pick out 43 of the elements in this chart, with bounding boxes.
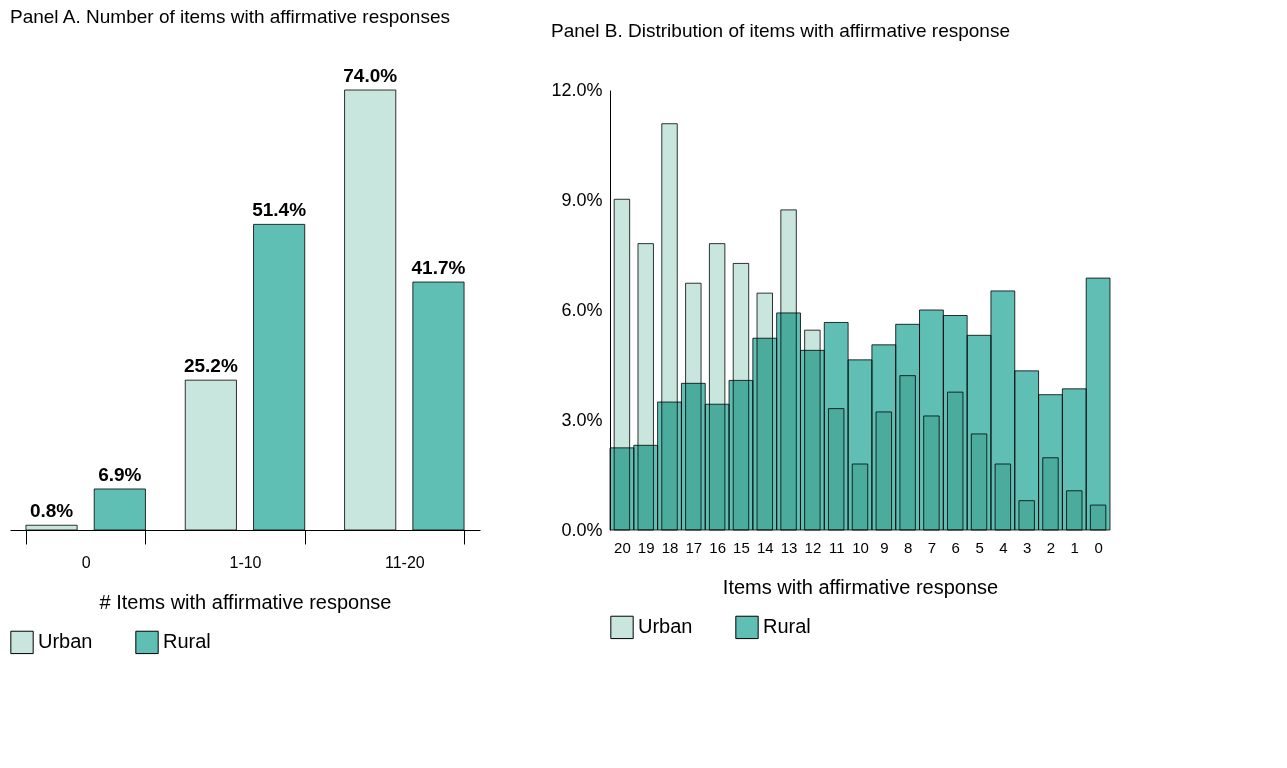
x-tick-label: 20 xyxy=(614,538,631,556)
y-tick-label: 3.0% xyxy=(561,409,603,430)
x-tick-label: 9 xyxy=(880,538,889,556)
x-tick-label: 17 xyxy=(685,538,703,556)
x-axis-title: # Items with affirmative response xyxy=(99,590,392,613)
y-tick-label: 12.0% xyxy=(551,79,603,100)
x-tick-label: 11 xyxy=(828,538,845,556)
x-tick-label: 8 xyxy=(903,538,913,556)
x-tick-label: 1 xyxy=(1070,538,1079,556)
data-label: 74.0% xyxy=(343,65,398,86)
x-tick-label: 11-20 xyxy=(384,553,425,571)
legend-label: Rural xyxy=(163,630,211,653)
x-tick-label: 14 xyxy=(756,538,774,556)
data-label: 41.7% xyxy=(411,257,466,279)
x-tick-label: 4 xyxy=(999,538,1008,556)
x-tick-label: 1-10 xyxy=(229,553,262,571)
x-tick-label: 2 xyxy=(1046,538,1056,556)
y-tick-label: 9.0% xyxy=(561,189,603,210)
x-tick-label: 0 xyxy=(1094,538,1103,556)
y-tick-label: 0.0% xyxy=(561,519,603,540)
legend-label: Urban xyxy=(38,630,93,653)
x-tick-label: 7 xyxy=(927,538,937,556)
chart-title: Panel B. Distribution of items with affirmative response xyxy=(550,20,1010,41)
data-label: 6.9% xyxy=(98,463,142,485)
x-tick-label: 18 xyxy=(661,538,679,556)
x-axis-title: Items with affirmative response xyxy=(722,575,999,598)
legend-label: Rural xyxy=(763,615,811,638)
x-tick-label: 13 xyxy=(780,538,798,556)
data-label: 25.2% xyxy=(183,355,238,377)
chart-title: Panel A. Number of items with affirmative responses xyxy=(10,6,451,27)
x-tick-label: 3 xyxy=(1022,538,1032,556)
x-tick-label: 10 xyxy=(852,538,869,556)
x-tick-label: 16 xyxy=(709,538,726,556)
x-tick-label: 5 xyxy=(975,538,984,556)
data-label: 0.8% xyxy=(29,500,74,522)
y-tick-label: 6.0% xyxy=(561,299,603,320)
data-label: 51.4% xyxy=(252,199,307,221)
x-tick-label: 12 xyxy=(804,538,822,556)
x-tick-label: 6 xyxy=(951,538,960,556)
x-tick-label: 0 xyxy=(81,553,91,571)
x-tick-label: 19 xyxy=(637,538,655,556)
legend-label: Urban xyxy=(638,615,693,638)
x-tick-label: 15 xyxy=(733,538,750,556)
